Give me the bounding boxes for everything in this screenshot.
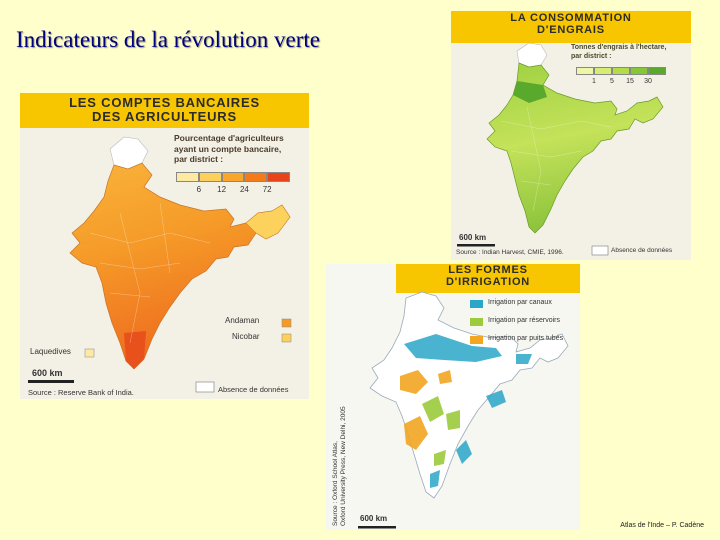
bank-accounts-map-panel: LES COMPTES BANCAIRES DES AGRICULTEURS <box>20 93 309 399</box>
bank-legend-step <box>267 172 290 182</box>
fertilizer-legend-ticks: 1 5 15 30 <box>576 78 666 87</box>
irrigation-map-panel: LES FORMES D'IRRIGATION Irrigation par c… <box>326 264 580 530</box>
bank-legend-step <box>244 172 268 182</box>
bank-scale-label: 600 km <box>32 368 63 378</box>
bank-no-data-swatch <box>195 381 215 393</box>
irrigation-tubewell-areas <box>400 370 452 450</box>
bank-legend-tick: 24 <box>239 185 249 194</box>
bank-northeast <box>245 204 291 240</box>
irrigation-legend-swatch-3 <box>470 336 483 344</box>
fertilizer-banner-line2: D'ENGRAIS <box>537 23 605 36</box>
fertilizer-no-data-label: Absence de données <box>611 247 673 254</box>
fertilizer-legend-tick: 15 <box>626 78 634 85</box>
fertilizer-legend-step <box>612 67 630 75</box>
irrigation-source-line2: Oxford University Press, New Delhi, 2005 <box>340 406 348 526</box>
fertilizer-district-lines <box>500 106 612 212</box>
bank-legend-title-line3: par district : <box>174 154 224 165</box>
fertilizer-legend-title: Tonnes d'engrais à l'hectare, par distri… <box>571 44 666 62</box>
fertilizer-scale-bar <box>457 244 495 247</box>
bank-laquedives-swatch <box>84 348 95 358</box>
fertilizer-scale-label: 600 km <box>459 233 487 242</box>
irrigation-banner-line1: LES FORMES <box>448 264 528 276</box>
bank-legend-title: Pourcentage d'agriculteurs ayant un comp… <box>174 133 284 165</box>
irrigation-reservoir-areas <box>422 396 460 466</box>
irrigation-legend-label-3: Irrigation par puits tubés <box>488 335 564 342</box>
bank-legend-step <box>198 172 222 182</box>
bank-legend-colorbar <box>176 172 290 182</box>
irrigation-scale-label: 600 km <box>360 514 388 523</box>
bank-south-tip <box>124 331 146 369</box>
fertilizer-legend-tick: 30 <box>644 78 652 85</box>
bank-legend-tick: 12 <box>217 185 227 194</box>
irrigation-banner-line2: D'IRRIGATION <box>445 275 531 288</box>
bank-andaman-label: Andaman <box>225 316 260 325</box>
fertilizer-legend-step <box>630 67 648 75</box>
fertilizer-punjab-dark <box>513 81 547 103</box>
bank-legend-title-line1: Pourcentage d'agriculteurs <box>174 133 284 143</box>
bank-india-map <box>28 136 292 393</box>
irrigation-map-banner: LES FORMES D'IRRIGATION <box>396 264 580 293</box>
slide-title: Indicateurs de la révolution verte <box>16 27 320 52</box>
irrigation-legend-label-1: Irrigation par canaux <box>488 299 552 306</box>
bank-legend-step <box>221 172 245 182</box>
irrigation-scale-bar <box>358 526 396 529</box>
fertilizer-no-data-swatch <box>591 245 609 256</box>
bank-nicobar-label: Nicobar <box>232 332 260 341</box>
bank-legend-tick: 72 <box>262 185 272 194</box>
bank-legend-step <box>176 172 199 182</box>
irrigation-legend-swatch-2 <box>470 318 483 326</box>
fertilizer-source: Source : Indian Harvest, CMIE, 1996. <box>456 249 564 256</box>
fertilizer-legend-title-line2: par district : <box>571 52 612 60</box>
fertilizer-kashmir-no-data <box>516 42 548 68</box>
irrigation-legend-label-2: Irrigation par réservoirs <box>488 317 560 324</box>
fertilizer-legend-title-line1: Tonnes d'engrais à l'hectare, <box>571 44 667 51</box>
fertilizer-map-panel: LA CONSOMMATION D'ENGRAIS Tonnes d'engra… <box>451 11 691 260</box>
bank-banner-line2: DES AGRICULTEURS <box>92 108 237 124</box>
fertilizer-legend-tick: 1 <box>592 78 596 85</box>
bank-india-shape <box>69 162 291 370</box>
bank-nicobar-swatch <box>281 333 292 343</box>
bank-district-lines <box>89 202 211 344</box>
bank-andaman-swatch <box>281 318 292 328</box>
bank-legend-title-line2: ayant un compte bancaire, <box>174 143 282 154</box>
bank-legend-ticks: 6 12 24 72 <box>176 185 290 195</box>
irrigation-source-vertical: Source : Oxford School Atlas, Oxford Uni… <box>332 276 348 526</box>
bank-map-banner: LES COMPTES BANCAIRES DES AGRICULTEURS <box>20 93 309 128</box>
bank-source: Source : Reserve Bank of India. <box>28 388 134 397</box>
atlas-credit: Atlas de l'Inde – P. Cadène <box>620 522 704 529</box>
bank-banner-line1: LES COMPTES BANCAIRES <box>69 95 260 110</box>
irrigation-legend-swatch-1 <box>470 300 483 308</box>
fertilizer-legend-tick: 5 <box>610 78 614 85</box>
bank-scale-bar <box>28 380 74 383</box>
irrigation-india-map <box>358 291 569 529</box>
bank-legend-tick: 6 <box>196 185 202 194</box>
bank-laquedives-label: Laquedives <box>30 347 71 356</box>
fertilizer-legend-colorbar <box>576 67 666 75</box>
fertilizer-india-shape <box>486 62 664 234</box>
irrigation-canal-areas <box>404 334 532 488</box>
fertilizer-legend-step <box>594 67 612 75</box>
bank-no-data-label: Absence de données <box>218 385 289 394</box>
fertilizer-legend-step <box>648 67 666 75</box>
irrigation-source-line1: Source : Oxford School Atlas, <box>332 441 339 526</box>
fertilizer-legend-step <box>576 67 594 75</box>
fertilizer-banner-line1: LA CONSOMMATION <box>510 12 632 24</box>
fertilizer-india-map <box>457 42 664 256</box>
fertilizer-map-banner: LA CONSOMMATION D'ENGRAIS <box>451 11 691 43</box>
